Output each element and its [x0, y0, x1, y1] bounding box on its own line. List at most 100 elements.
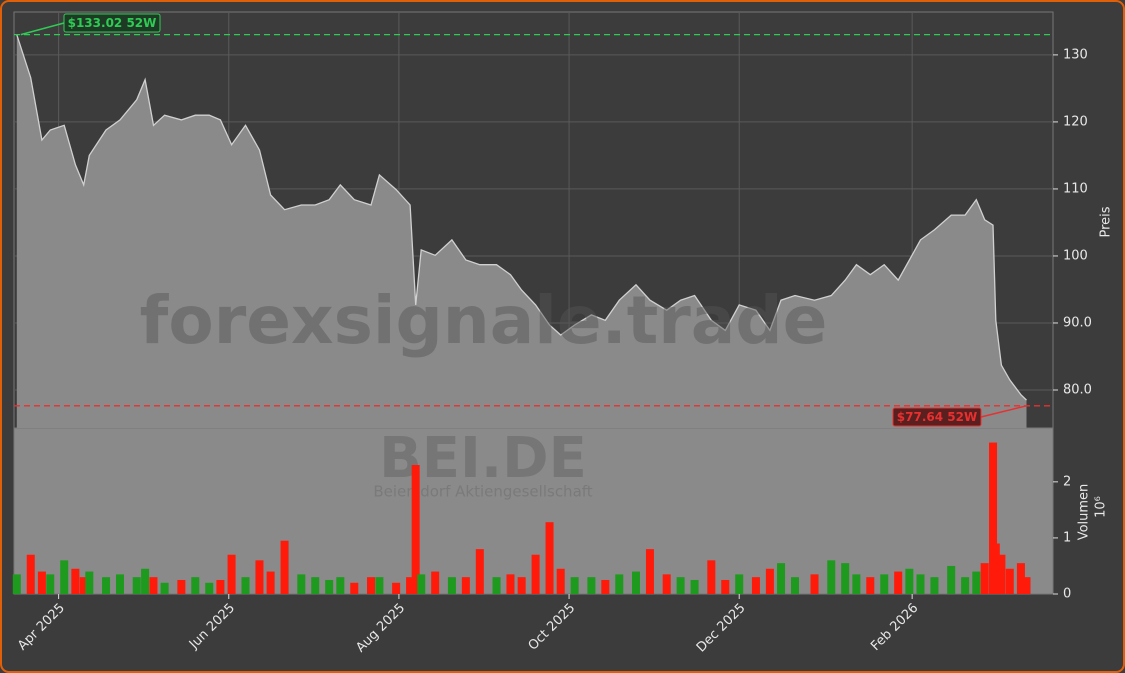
volume-bar — [880, 574, 889, 594]
volume-bar — [676, 577, 685, 594]
volume-bar — [241, 577, 250, 594]
volume-bar — [102, 577, 111, 594]
y2-unit-label: 10⁶ — [1094, 496, 1109, 518]
volume-bar — [991, 543, 1000, 594]
volume-bar — [227, 554, 236, 594]
volume-bar — [392, 582, 401, 594]
volume-bar — [37, 571, 46, 594]
volume-bar — [827, 560, 836, 594]
y-tick-label: 90.0 — [1063, 315, 1092, 330]
volume-bar — [916, 574, 925, 594]
ticker-watermark: BEI.DE — [379, 426, 587, 491]
volume-bar — [177, 579, 186, 594]
volume-bar — [1016, 563, 1025, 594]
volume-bar — [461, 577, 470, 594]
volume-bar — [350, 582, 359, 594]
volume-bar — [71, 568, 80, 594]
volume-bar — [160, 582, 169, 594]
volume-bar — [690, 579, 699, 594]
volume-bar — [662, 574, 671, 594]
annotation-arrow — [20, 22, 65, 36]
volume-bar — [905, 568, 914, 594]
volume-bar — [447, 577, 456, 594]
y-axis-label: Preis — [1099, 206, 1114, 237]
annotation-label: $77.64 52W — [897, 410, 977, 424]
volume-bar — [765, 568, 774, 594]
volume-bar — [191, 577, 200, 594]
price-line — [16, 34, 1027, 401]
volume-bar — [375, 577, 384, 594]
volume-bar — [431, 571, 440, 594]
volume-bar — [46, 574, 55, 594]
volume-bar — [735, 574, 744, 594]
annotation-box — [63, 13, 161, 33]
volume-bar — [930, 577, 939, 594]
volume-bar — [947, 565, 956, 594]
volume-bar — [632, 571, 641, 594]
volume-bar — [989, 442, 998, 594]
price-area — [16, 34, 1027, 429]
volume-bar — [336, 577, 345, 594]
volume-bar — [115, 574, 124, 594]
volume-bar — [266, 571, 275, 594]
volume-bar — [325, 579, 334, 594]
volume-bar — [216, 579, 225, 594]
volume-bar — [149, 577, 158, 594]
volume-bar — [972, 571, 981, 594]
volume-bar — [280, 540, 289, 594]
y2-tick-label: 2 — [1063, 474, 1071, 489]
volume-bar — [85, 571, 94, 594]
volume-bar — [60, 560, 69, 594]
volume-bar — [1022, 577, 1031, 594]
y-tick-label: 110 — [1063, 181, 1088, 196]
volume-bar — [645, 549, 654, 594]
volume-bar — [1005, 568, 1014, 594]
volume-bar — [79, 577, 88, 594]
y-tick-label: 100 — [1063, 248, 1088, 263]
volume-bar — [866, 577, 875, 594]
y2-axis-label: Volumen — [1077, 484, 1092, 541]
volume-bar — [615, 574, 624, 594]
watermark: forexsignale.trade — [140, 282, 828, 359]
volume-bar — [531, 554, 540, 594]
volume-bar — [852, 574, 861, 594]
volume-bar — [751, 577, 760, 594]
volume-bar — [141, 568, 150, 594]
volume-bar — [707, 560, 716, 594]
volume-bar — [587, 577, 596, 594]
annotation-box — [892, 407, 982, 427]
volume-bar — [26, 554, 35, 594]
volume-bar — [790, 577, 799, 594]
volume-bar — [545, 522, 554, 594]
y2-tick-label: 0 — [1063, 587, 1071, 602]
volume-bar — [980, 563, 989, 594]
volume-bar — [255, 560, 264, 594]
volume-bar — [492, 577, 501, 594]
volume-bar — [406, 577, 415, 594]
volume-bar — [367, 577, 376, 594]
volume-bar — [556, 568, 565, 594]
volume-bar — [997, 554, 1006, 594]
volume-bar — [205, 582, 214, 594]
volume-bar — [517, 577, 526, 594]
y-tick-label: 80.0 — [1063, 382, 1092, 397]
y-tick-label: 120 — [1063, 114, 1088, 129]
volume-bar — [417, 574, 426, 594]
volume-bar — [810, 574, 819, 594]
volume-bar — [297, 574, 306, 594]
y-tick-label: 130 — [1063, 47, 1088, 62]
volume-bar — [841, 563, 850, 594]
volume-bar — [961, 577, 970, 594]
volume-bar — [601, 579, 610, 594]
volume-bar — [506, 574, 515, 594]
y2-tick-label: 1 — [1063, 530, 1071, 545]
volume-bar — [311, 577, 320, 594]
volume-bar — [475, 549, 484, 594]
volume-bar — [721, 579, 730, 594]
volume-bar — [570, 577, 579, 594]
company-watermark: Beiersdorf Aktiengesellschaft — [373, 483, 592, 501]
annotation-label: $133.02 52W — [68, 16, 157, 30]
volume-bar — [132, 577, 141, 594]
volume-bar — [12, 574, 21, 594]
